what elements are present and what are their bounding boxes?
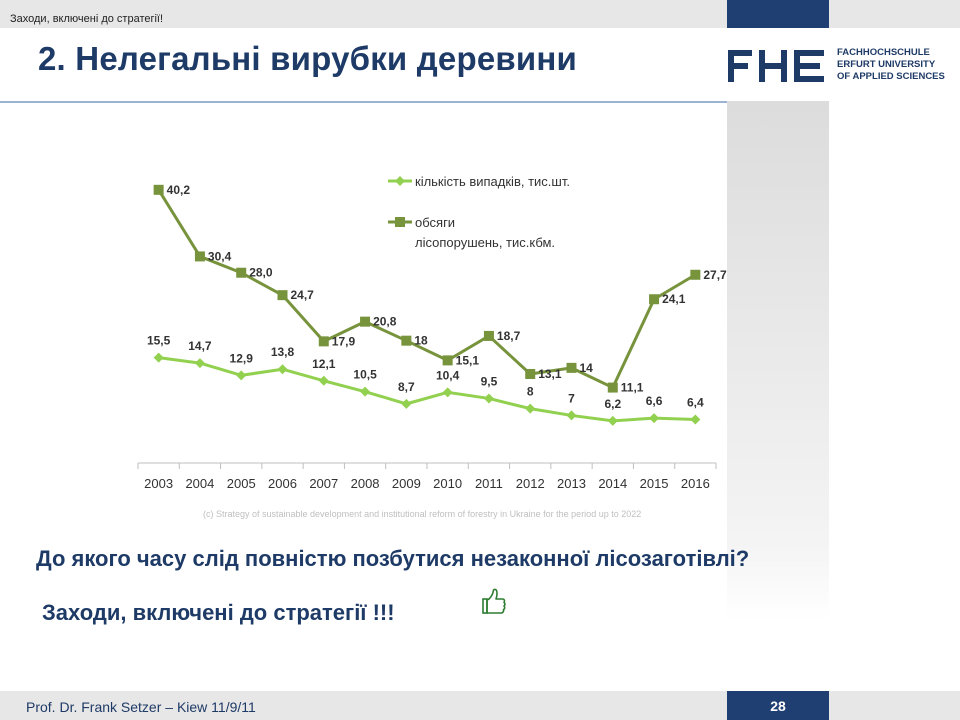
legend-marker-square [395,217,405,227]
series-2-point [566,362,577,373]
data-label: 14,7 [188,339,212,353]
series-2-point [318,336,329,347]
data-label: 8 [527,385,534,399]
slide-title: 2. Нелегальні вирубки деревини [38,40,577,77]
data-label: 28,0 [249,266,273,280]
x-tick-label: 2015 [640,476,669,491]
series-2-point [607,382,618,393]
logo-text: FACHHOCHSCHULE ERFURT UNIVERSITY OF APPL… [837,47,945,83]
series-1-point [690,414,701,425]
data-label: 7 [568,391,575,405]
data-label: 12,1 [312,357,336,371]
legend-marker-diamond [395,176,405,186]
series-1-point [318,375,329,386]
illegal-logging-line-chart: 2003 2004 2005 2006 2007 2008 2009 2010 2011 2012… [137,174,727,491]
footer-author: Prof. Dr. Frank Setzer – Kiew 11/9/11 [26,699,256,715]
data-label: 17,9 [332,334,356,348]
series-2-point [649,294,660,305]
answer-text: Заходи, включені до стратегії !!! [42,600,395,625]
fhe-logo-icon [728,50,824,82]
data-label: 18 [414,334,428,348]
data-label: 12,9 [230,351,254,365]
x-tick-label: 2003 [144,476,173,491]
x-tick-label: 2011 [475,476,503,491]
series-1-point [525,403,536,414]
title-divider [0,101,727,103]
source-note: (c) Strategy of sustainable development … [203,509,642,519]
data-label: 10,4 [436,368,460,382]
series-line-2 [157,189,697,390]
series-1-point [649,413,660,424]
series-1-point [401,398,412,409]
legend-label: кількість випадків, тис.шт. [415,174,570,189]
x-tick-label: 2008 [351,476,380,491]
series-1-point [566,410,577,421]
series-2-point [236,267,247,278]
series-1-point [483,393,494,404]
x-tick-label: 2013 [557,476,586,491]
data-label: 11,1 [621,381,644,395]
data-label: 13,1 [538,367,562,381]
series-1-point [153,352,164,363]
data-label: 20,8 [373,315,397,329]
data-label: 6,6 [646,394,663,408]
series-1-point [607,415,618,426]
page-number: 28 [770,698,786,714]
series-2-point [525,368,536,379]
logo-line-3: OF APPLIED SCIENCES [837,71,945,82]
x-tick-label: 2012 [516,476,545,491]
series-1-point [360,386,371,397]
series-2-point [442,355,453,366]
series-1-point [277,364,288,375]
x-tick-label: 2006 [268,476,297,491]
legend-label: обсяги [415,215,455,230]
x-tick-label: 2004 [185,476,214,491]
top-bar-accent [727,0,829,28]
page-number-box [727,691,829,720]
series-line-1 [158,356,696,423]
data-label: 9,5 [481,374,498,388]
x-tick-label: 2010 [433,476,462,491]
series-2-point [153,184,164,195]
data-label: 40,2 [167,183,191,197]
thumbs-up-icon [482,588,506,614]
legend-label: лісопорушень, тис.кбм. [415,235,555,250]
x-tick-label: 2016 [681,476,710,491]
logo-line-1: FACHHOCHSCHULE [837,47,930,58]
series-2-point [360,316,371,327]
data-label: 13,8 [271,345,295,359]
x-tick-label: 2005 [227,476,256,491]
series-2-point [401,335,412,346]
data-label: 8,7 [398,380,415,394]
data-label: 30,4 [208,249,232,263]
data-label: 15,1 [456,353,480,367]
series-2-point [277,290,288,301]
breadcrumb: Заходи, включені до стратегії! [10,13,164,25]
series-1-point [236,370,247,381]
data-label: 14 [580,361,594,375]
series-2-point [690,269,701,280]
data-label: 24,7 [291,288,315,302]
series-2-point [483,330,494,341]
series-2-point [194,251,205,262]
x-tick-label: 2009 [392,476,421,491]
logo-line-2: ERFURT UNIVERSITY [837,59,936,70]
data-label: 6,2 [604,397,621,411]
data-label: 24,1 [662,292,686,306]
data-label: 27,7 [703,268,727,282]
x-tick-label: 2014 [598,476,627,491]
data-label: 10,5 [353,368,377,382]
question-text: До якого часу слід повністю позбутися не… [36,546,750,571]
data-label: 6,4 [687,396,704,410]
series-1-point [194,358,205,369]
right-side-panel [727,101,829,621]
data-label: 15,5 [147,334,171,348]
series-1-point [442,387,453,398]
x-tick-label: 2007 [309,476,338,491]
data-label: 18,7 [497,329,521,343]
